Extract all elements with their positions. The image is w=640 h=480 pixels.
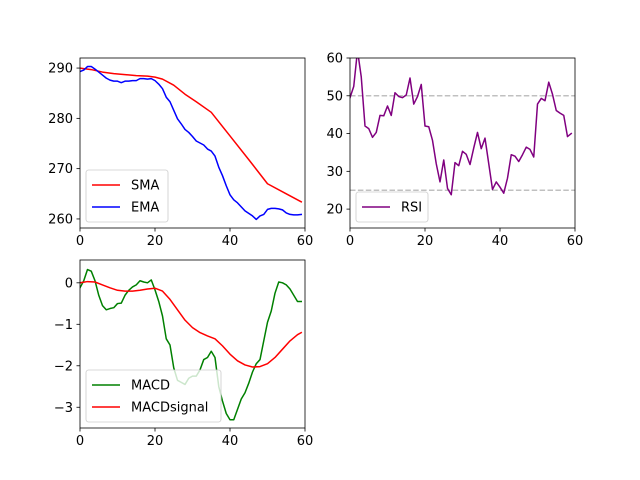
axes-frame: [79, 259, 306, 429]
axes-frame: [349, 57, 576, 229]
legend-label-macd: MACD: [131, 379, 170, 394]
plot-area: [350, 58, 575, 196]
subplot-3: 0 20 40 60 −3 −2 −1 0 MACD MACDsignal: [54, 259, 314, 449]
axes-frame: [79, 57, 306, 229]
legend-label-sma: SMA: [131, 179, 159, 194]
legend-box: [355, 191, 429, 223]
y-tick-label: 280: [48, 112, 73, 127]
y-tick-label: −1: [54, 318, 73, 333]
y-tick-label: 60: [326, 52, 343, 67]
x-tick-label: 20: [417, 234, 434, 249]
x-tick-label: 0: [346, 234, 354, 249]
x-tick-label: 40: [222, 234, 239, 249]
y-tick-label: 260: [48, 212, 73, 227]
x-tick-label: 60: [567, 234, 584, 249]
y-tick-label: 30: [326, 165, 343, 180]
x-tick-label: 60: [297, 234, 314, 249]
series-line-macdsignal: [80, 280, 303, 368]
series-line-sma: [80, 67, 303, 203]
x-tick-label: 60: [297, 434, 314, 449]
legend: RSI: [355, 191, 429, 223]
x-tick-label: 0: [76, 434, 84, 449]
y-tick-label: 50: [326, 89, 343, 104]
y-tick-label: 20: [326, 203, 343, 218]
legend-box: [85, 169, 169, 223]
legend: MACD MACDsignal: [85, 369, 222, 423]
legend-label-rsi: RSI: [401, 201, 422, 216]
legend: SMA EMA: [85, 169, 169, 223]
y-tick-label: 270: [48, 162, 73, 177]
legend-label-ema: EMA: [131, 201, 159, 216]
x-tick-label: 40: [492, 234, 509, 249]
series-line-rsi: [350, 58, 573, 196]
y-tick-label: −2: [54, 359, 73, 374]
x-tick-label: 0: [76, 234, 84, 249]
x-tick-label: 20: [147, 234, 164, 249]
plot-area: [80, 65, 303, 221]
subplot-1: 0 20 40 60 260 270 280 290 SMA EMA: [48, 57, 314, 249]
x-tick-label: 20: [147, 434, 164, 449]
subplot-2: 0 20 40 60 20 30 40 50 60 RSI: [326, 52, 584, 250]
y-tick-label: −3: [54, 401, 73, 416]
legend-label-macdsignal: MACDsignal: [131, 401, 208, 416]
y-tick-label: 0: [65, 276, 73, 291]
y-tick-label: 40: [326, 127, 343, 142]
x-tick-label: 40: [222, 434, 239, 449]
legend-box: [85, 369, 222, 423]
series-line-ema: [80, 65, 303, 221]
y-tick-label: 290: [48, 62, 73, 77]
